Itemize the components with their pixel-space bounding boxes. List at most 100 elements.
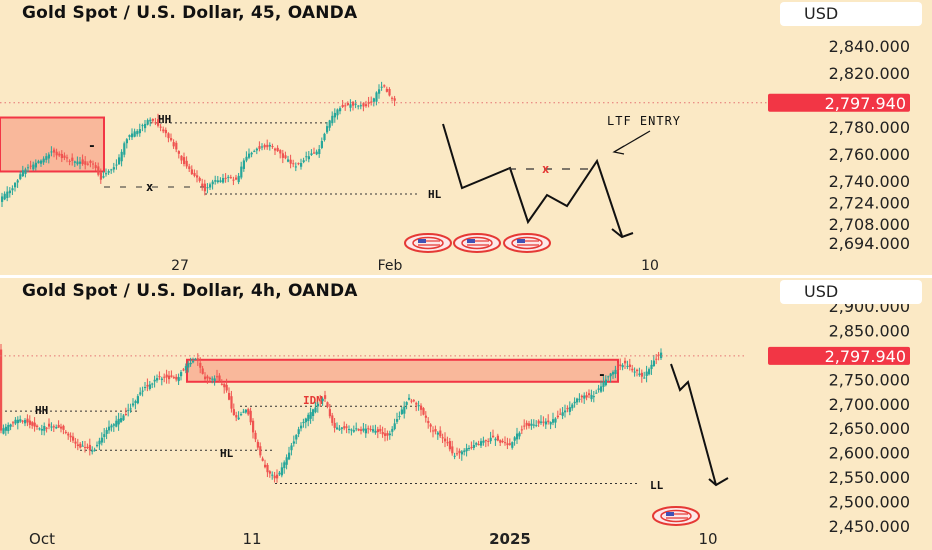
candle-body <box>660 352 663 359</box>
candle-body <box>554 418 557 423</box>
candle-body <box>74 441 77 444</box>
candle-body <box>252 420 255 433</box>
candle-body <box>410 400 413 402</box>
candle-body <box>276 474 279 479</box>
candle-body <box>228 392 231 400</box>
candle-body <box>180 372 183 377</box>
chart-canvas-4h[interactable]: -HHHLIDMLL2,797.9402,900.0002,850.0002,7… <box>0 278 932 550</box>
candle-body <box>496 435 499 441</box>
candle-body <box>66 157 69 159</box>
candle-body <box>28 420 31 425</box>
price-axis-45m-tick-7: 2,694.000 <box>829 234 910 253</box>
candle-body <box>289 159 292 164</box>
currency-button-45m[interactable]: USD <box>780 2 922 26</box>
candle-body <box>312 409 315 417</box>
flag-canton <box>666 512 674 516</box>
candle-body <box>198 177 201 181</box>
candle-body <box>420 405 423 410</box>
candle-body <box>209 184 212 188</box>
candle-body <box>141 390 144 392</box>
candle-body <box>211 378 214 380</box>
candle-body <box>214 180 217 182</box>
candle-body <box>511 442 514 448</box>
price-axis-45m-tick-6: 2,708.000 <box>829 215 910 234</box>
candle-body <box>297 163 300 165</box>
chart-panel-45m[interactable]: - HH x HL 2,797.940 2,840.000 2,820.000 2,780.0… <box>0 0 932 276</box>
candle-body <box>250 152 253 155</box>
candle-body <box>62 425 65 430</box>
pane-divider[interactable] <box>0 275 932 278</box>
candle-body <box>315 151 318 155</box>
candle-body <box>344 105 347 107</box>
candle-body <box>256 441 259 448</box>
candle-body <box>199 362 202 368</box>
candle-body <box>468 447 471 449</box>
candle-body <box>71 157 74 161</box>
candle-body <box>208 377 211 380</box>
candle-body <box>494 438 497 441</box>
candle-body <box>568 407 571 412</box>
flag-inner-ring <box>412 236 444 250</box>
candle-body <box>544 421 547 425</box>
candle-body <box>326 402 329 407</box>
candle-body <box>278 472 281 475</box>
candle-body <box>84 447 87 449</box>
candle-body <box>302 421 305 424</box>
candle-body <box>338 428 341 430</box>
candle-body <box>244 409 247 413</box>
flag-ring <box>503 233 551 253</box>
current-price-label: 2,797.940 <box>825 347 906 366</box>
candle-body <box>175 376 178 380</box>
candle-body <box>523 425 526 427</box>
candle-body <box>571 404 574 409</box>
candle-body <box>388 88 391 96</box>
cross-label-45m: x <box>146 180 153 194</box>
candle-body <box>520 429 523 431</box>
candle-body <box>499 440 502 443</box>
candle-body <box>427 420 430 424</box>
candle-body <box>55 151 58 156</box>
candle-body <box>501 440 504 442</box>
candle-body <box>573 401 576 404</box>
candle-body <box>103 434 106 438</box>
candle-body <box>333 112 336 118</box>
candles-45m <box>1 81 396 208</box>
zone-dash-label-45m: - <box>88 139 96 154</box>
candle-body <box>105 430 108 434</box>
currency-button-4h[interactable]: USD <box>780 280 922 304</box>
candle-body <box>3 193 6 200</box>
candle-body <box>220 383 223 385</box>
chart-panel-4h[interactable]: - HH HL IDM LL 2,797.940 2,900.000 2,850.000 2,7… <box>0 278 932 550</box>
candle-body <box>64 431 67 433</box>
candle-body <box>313 152 316 154</box>
flag-canton <box>467 239 475 243</box>
candle-body <box>148 384 151 389</box>
candle-body <box>73 161 76 163</box>
candle-body <box>131 133 134 138</box>
candle-body <box>232 179 235 181</box>
candle-body <box>367 428 370 430</box>
candle-body <box>120 151 123 162</box>
candle-body <box>460 451 463 455</box>
candle-body <box>346 102 349 106</box>
candle-body <box>276 147 279 152</box>
candle-body <box>213 378 216 381</box>
candle-body <box>47 154 50 159</box>
candle-body <box>32 164 35 170</box>
chart-canvas-45m[interactable]: - HH x HL 2,797.940 2,840.000 2,820.000 2,780.0… <box>0 0 932 276</box>
candle-body <box>48 423 51 427</box>
candle-body <box>26 418 29 423</box>
price-axis-45m-tick-3: 2,760.000 <box>829 145 910 164</box>
candle-body <box>345 426 348 428</box>
x-tick-45m-1: Feb <box>378 258 403 274</box>
candle-body <box>362 428 365 431</box>
candle-body <box>386 433 389 436</box>
candle-body <box>151 118 154 121</box>
candle-body <box>588 393 591 396</box>
candle-body <box>379 428 382 432</box>
price-axis-45m-tick-0: 2,840.000 <box>829 37 910 56</box>
candle-body <box>192 361 195 363</box>
candle-body <box>354 103 357 105</box>
candle-body <box>193 172 196 176</box>
candle-body <box>211 181 214 185</box>
